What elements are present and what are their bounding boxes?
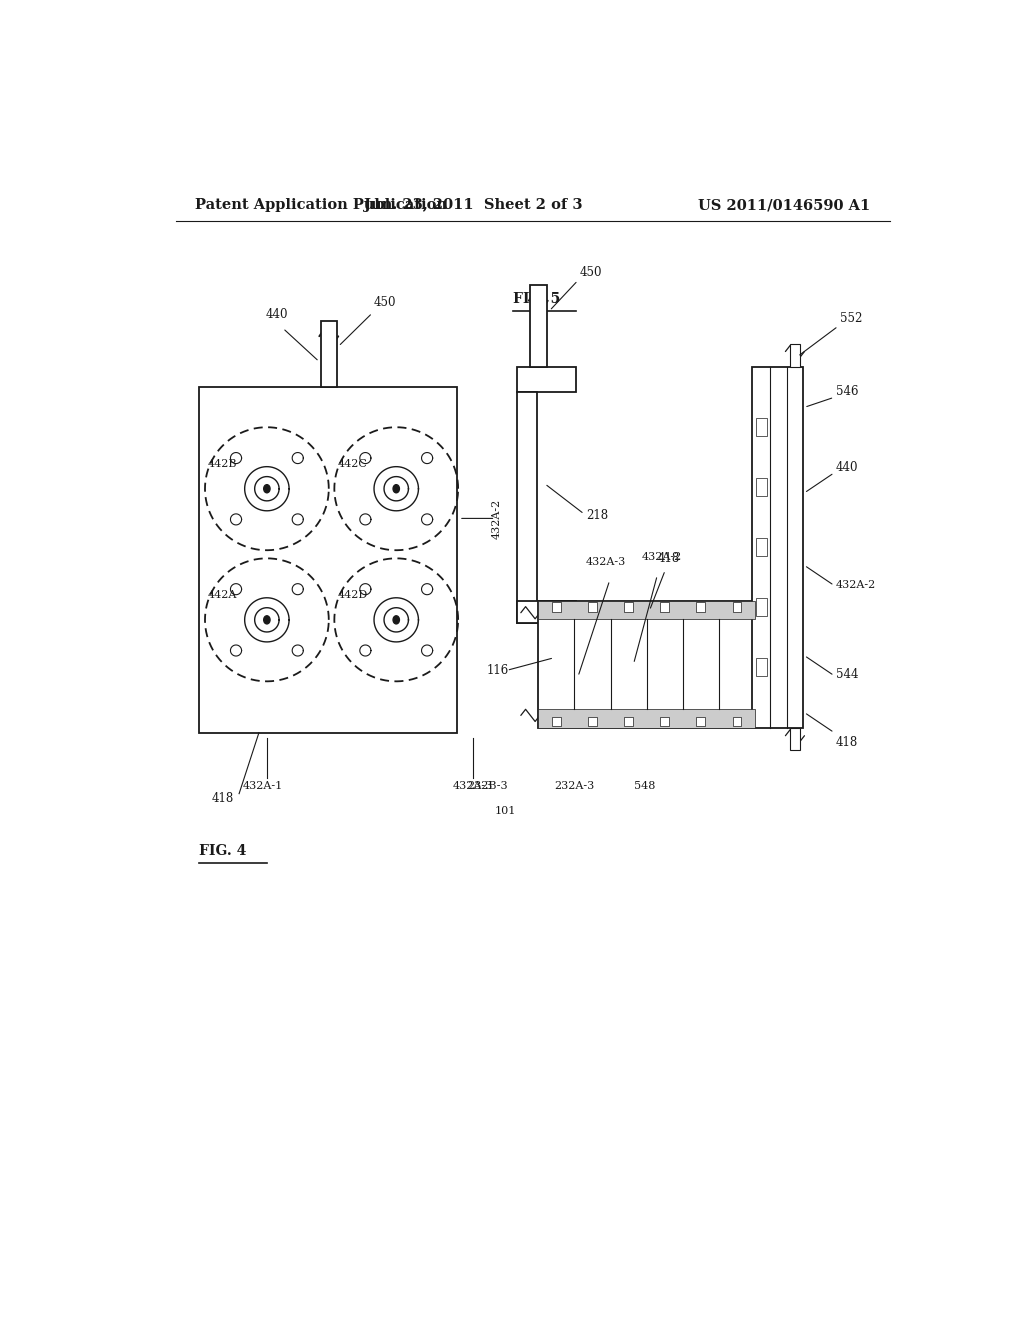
Text: 232A-3: 232A-3 (554, 780, 594, 791)
Text: 450: 450 (580, 267, 602, 280)
Text: 442D: 442D (338, 590, 368, 601)
Bar (732, 717, 741, 726)
Bar (625, 602, 633, 611)
Text: 432A-1: 432A-1 (243, 780, 283, 791)
Text: Jun. 23, 2011  Sheet 2 of 3: Jun. 23, 2011 Sheet 2 of 3 (364, 198, 583, 213)
Circle shape (264, 615, 270, 624)
Text: 116: 116 (486, 664, 509, 677)
Text: 418: 418 (212, 792, 234, 805)
Bar (539, 601, 755, 619)
Bar (529, 285, 547, 367)
Bar (517, 367, 577, 392)
Text: 432A-3: 432A-3 (453, 780, 494, 791)
Bar (696, 717, 706, 726)
Bar (552, 602, 561, 611)
Bar (732, 602, 741, 611)
Bar (517, 392, 537, 623)
Text: US 2011/0146590 A1: US 2011/0146590 A1 (697, 198, 870, 213)
Text: FIG. 5: FIG. 5 (513, 292, 560, 306)
Bar (756, 478, 767, 496)
Text: 544: 544 (836, 668, 858, 681)
Text: 418: 418 (836, 735, 858, 748)
Text: Patent Application Publication: Patent Application Publication (196, 198, 447, 213)
Circle shape (264, 484, 270, 492)
Bar (539, 709, 755, 727)
Text: 442C: 442C (338, 459, 368, 469)
Bar (588, 602, 597, 611)
Bar (660, 602, 669, 611)
Bar (539, 601, 755, 727)
Text: 450: 450 (373, 296, 395, 309)
Text: 552: 552 (840, 312, 862, 325)
Text: 440: 440 (265, 308, 288, 321)
Bar (552, 717, 561, 726)
Bar (756, 598, 767, 616)
Bar (790, 345, 800, 367)
Text: 232B-3: 232B-3 (467, 780, 508, 791)
Text: 101: 101 (495, 807, 516, 816)
Text: 432A-2: 432A-2 (836, 579, 877, 590)
Bar (625, 717, 633, 726)
Bar (660, 717, 669, 726)
Text: FIG. 4: FIG. 4 (200, 843, 247, 858)
Bar (517, 601, 577, 623)
Text: 432A-3: 432A-3 (586, 557, 626, 568)
Text: 418: 418 (657, 552, 680, 565)
Bar (321, 321, 337, 387)
Text: 218: 218 (586, 510, 608, 523)
Circle shape (393, 615, 399, 624)
Circle shape (393, 484, 399, 492)
Bar (756, 418, 767, 436)
Bar (752, 367, 803, 727)
Text: 440: 440 (836, 461, 858, 474)
Text: 548: 548 (634, 780, 655, 791)
Text: 546: 546 (836, 385, 858, 399)
Bar (200, 387, 458, 733)
Bar (756, 539, 767, 556)
Bar (756, 659, 767, 676)
Text: 442A: 442A (208, 590, 238, 601)
Text: 432A-2: 432A-2 (641, 552, 682, 562)
Bar (790, 727, 800, 750)
Text: 442B: 442B (208, 459, 238, 469)
Bar (696, 602, 706, 611)
Bar (588, 717, 597, 726)
Text: 432A-2: 432A-2 (492, 498, 502, 539)
